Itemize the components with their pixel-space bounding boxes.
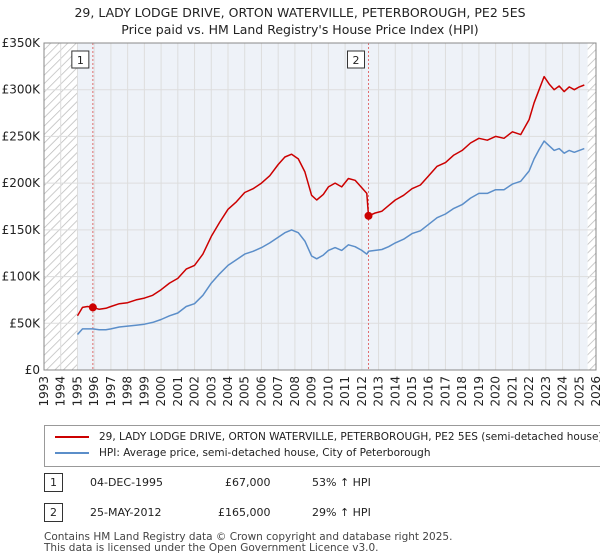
x-tick-label: 2015 <box>405 376 419 407</box>
transaction-hpi-diff: 53% ↑ HPI <box>312 476 371 489</box>
x-tick-label: 2004 <box>221 376 235 407</box>
transaction-price: £165,000 <box>218 506 271 519</box>
transaction-date: 04-DEC-1995 <box>90 476 164 489</box>
x-tick-label: 2019 <box>472 376 486 407</box>
sale-marker-label: 2 <box>353 54 360 67</box>
x-tick-label: 2001 <box>171 376 185 407</box>
x-tick-label: 2002 <box>188 376 202 407</box>
x-tick-label: 2023 <box>539 376 553 407</box>
x-tick-label: 2014 <box>388 376 402 407</box>
x-tick-label: 2024 <box>556 376 570 407</box>
transaction-date: 25-MAY-2012 <box>90 506 162 519</box>
y-tick-label: £0 <box>25 363 40 377</box>
transaction-price: £67,000 <box>225 476 271 489</box>
plot-area: £0 £50K £100K £150K £200K £250K £300K £350K 1993… <box>2 36 600 407</box>
legend-property-label: 29, LADY LODGE DRIVE, ORTON WATERVILLE, … <box>99 431 600 443</box>
transaction-number-badge: 1 <box>44 473 63 492</box>
y-tick-label: £300K <box>2 83 42 97</box>
x-tick-label: 1994 <box>54 376 68 407</box>
x-tick-label: 2007 <box>271 376 285 407</box>
chart-title: 29, LADY LODGE DRIVE, ORTON WATERVILLE, … <box>74 5 526 20</box>
x-tick-label: 2013 <box>372 376 386 407</box>
footer-licence: This data is licensed under the Open Gov… <box>44 542 379 554</box>
x-tick-label: 2025 <box>572 376 586 407</box>
x-tick-label: 2012 <box>355 376 369 407</box>
transaction-hpi-diff: 29% ↑ HPI <box>312 506 371 519</box>
property-price-line <box>76 75 585 317</box>
y-tick-label: £150K <box>2 223 42 237</box>
x-tick-label: 1997 <box>104 376 118 407</box>
x-tick-label: 2005 <box>238 376 252 407</box>
y-tick-label: £50K <box>9 316 41 330</box>
x-tick-label: 2017 <box>438 376 452 407</box>
x-tick-label: 2022 <box>522 376 536 407</box>
hpi-line <box>76 140 585 335</box>
x-tick-label: 2021 <box>505 376 519 407</box>
x-tick-label: 1998 <box>121 376 135 407</box>
x-tick-label: 2009 <box>305 376 319 407</box>
data-period-background <box>77 43 588 370</box>
plot-frame <box>43 42 597 371</box>
hpi-line-swatch <box>55 452 89 454</box>
x-tick-label: 2016 <box>422 376 436 407</box>
sale-point <box>88 303 97 312</box>
legend-hpi-label: HPI: Average price, semi-detached house,… <box>99 447 431 459</box>
transaction-number-badge: 2 <box>44 503 63 522</box>
property-line-swatch <box>55 436 89 438</box>
x-tick-label: 2000 <box>154 376 168 407</box>
sale-marker-label: 1 <box>77 54 84 67</box>
post-data-hatch <box>587 43 596 370</box>
footer-copyright: Contains HM Land Registry data © Crown c… <box>44 531 453 543</box>
x-tick-label: 2006 <box>254 376 268 407</box>
sale-point <box>364 211 373 220</box>
sale-marker-box <box>71 50 90 69</box>
y-tick-label: £200K <box>2 176 42 190</box>
x-tick-label: 1996 <box>87 376 101 407</box>
x-tick-label: 2008 <box>288 376 302 407</box>
chart-subtitle: Price paid vs. HM Land Registry's House … <box>121 22 479 37</box>
x-tick-label: 2026 <box>589 376 600 407</box>
x-tick-label: 2011 <box>338 376 352 407</box>
x-tick-label: 2010 <box>321 376 335 407</box>
y-tick-label: £100K <box>2 270 42 284</box>
x-tick-label: 1995 <box>70 376 84 407</box>
sale-marker-box <box>347 50 366 69</box>
y-tick-label: £350K <box>2 36 42 50</box>
y-tick-label: £250K <box>2 129 42 143</box>
legend-item-hpi: HPI: Average price, semi-detached house,… <box>55 447 431 459</box>
x-tick-label: 1993 <box>37 376 51 407</box>
x-tick-label: 2020 <box>489 376 503 407</box>
x-tick-label: 2018 <box>455 376 469 407</box>
legend-item-property: 29, LADY LODGE DRIVE, ORTON WATERVILLE, … <box>55 431 600 443</box>
legend: 29, LADY LODGE DRIVE, ORTON WATERVILLE, … <box>44 425 600 467</box>
x-tick-label: 1999 <box>137 376 151 407</box>
x-tick-label: 2003 <box>204 376 218 407</box>
